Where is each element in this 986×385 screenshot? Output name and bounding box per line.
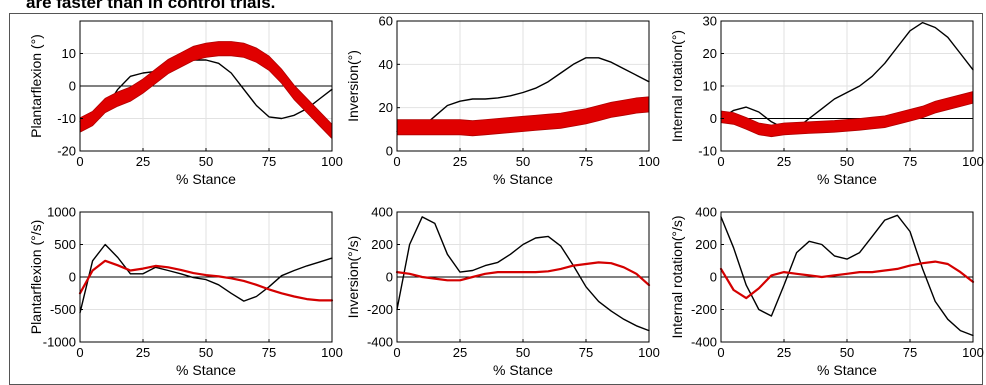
x-tick-label: 75 xyxy=(579,154,593,169)
y-axis-label: Inversion(°) xyxy=(345,50,361,122)
chart-panel-2: 0 25 50 75 100 0 20 40 60 % Stance Inversion(°) xyxy=(345,14,660,188)
figure-caption: are faster than in control trials. xyxy=(26,0,276,12)
x-tick-label: 50 xyxy=(840,154,854,169)
x-tick-label: 100 xyxy=(321,345,343,360)
x-tick-label: 25 xyxy=(777,154,791,169)
series-control-line xyxy=(79,243,333,314)
y-tick-label: 500 xyxy=(54,237,76,252)
chart-panel-6: 0 25 50 75 100 -400 -200 0 200 400 % Stance Interna… xyxy=(669,205,984,379)
y-tick-label: -1000 xyxy=(43,335,76,350)
chart-panel-1: 0 25 50 75 100 -20 -10 0 10 % Stance Plantarflexio… xyxy=(28,20,343,187)
y-tick-label: -10 xyxy=(57,111,76,126)
x-tick-label: 75 xyxy=(262,154,276,169)
y-tick-label: 0 xyxy=(69,79,76,94)
chart-panel-4: 0 25 50 75 100 -1000 -500 0 500 1000 % Stance Plant… xyxy=(28,205,343,379)
x-tick-label: 50 xyxy=(199,345,213,360)
y-tick-label: 20 xyxy=(379,100,393,115)
x-tick-label: 100 xyxy=(962,154,984,169)
series-control-line xyxy=(396,216,650,332)
y-axis-label: Plantarflexion (°) xyxy=(28,34,44,138)
x-axis-label: % Stance xyxy=(817,171,877,187)
x-axis-label: % Stance xyxy=(176,171,236,187)
y-tick-label: 60 xyxy=(379,14,393,29)
x-tick-label: 75 xyxy=(903,154,917,169)
y-tick-label: 20 xyxy=(703,46,717,61)
x-tick-label: 0 xyxy=(717,345,724,360)
y-tick-label: -400 xyxy=(367,335,393,350)
x-tick-label: 50 xyxy=(199,154,213,169)
x-tick-label: 100 xyxy=(962,345,984,360)
x-tick-label: 0 xyxy=(76,154,83,169)
x-tick-label: 75 xyxy=(579,345,593,360)
x-axis-label: % Stance xyxy=(493,362,553,378)
x-tick-label: 25 xyxy=(453,154,467,169)
y-axis-label: Internal rotation(°/s) xyxy=(669,215,685,338)
series-control-line xyxy=(396,57,650,133)
x-tick-label: 25 xyxy=(136,154,150,169)
x-axis-label: % Stance xyxy=(817,362,877,378)
x-tick-label: 0 xyxy=(393,345,400,360)
x-tick-label: 50 xyxy=(516,154,530,169)
x-tick-label: 75 xyxy=(262,345,276,360)
x-tick-label: 50 xyxy=(516,345,530,360)
x-tick-label: 25 xyxy=(453,345,467,360)
y-axis-label: Inversion(°/s) xyxy=(345,236,361,319)
x-tick-label: 0 xyxy=(717,154,724,169)
y-tick-label: 0 xyxy=(386,144,393,159)
y-tick-label: -200 xyxy=(691,302,717,317)
y-tick-label: -400 xyxy=(691,335,717,350)
y-tick-label: 200 xyxy=(695,237,717,252)
series-intervention-line xyxy=(719,260,975,300)
series-intervention-line xyxy=(78,259,334,302)
x-tick-label: 0 xyxy=(76,345,83,360)
x-axis-label: % Stance xyxy=(176,362,236,378)
x-tick-label: 25 xyxy=(777,345,791,360)
y-axis-label: Plantarflexion (°/s) xyxy=(28,220,44,335)
x-tick-label: 100 xyxy=(638,154,660,169)
series-control-line xyxy=(720,21,974,129)
x-tick-label: 75 xyxy=(903,345,917,360)
y-tick-label: 0 xyxy=(386,270,393,285)
x-tick-label: 25 xyxy=(136,345,150,360)
y-tick-label: 10 xyxy=(703,79,717,94)
y-tick-label: 0 xyxy=(710,111,717,126)
y-tick-label: 1000 xyxy=(47,205,76,220)
y-tick-label: -200 xyxy=(367,302,393,317)
y-tick-label: 0 xyxy=(710,270,717,285)
y-tick-label: 400 xyxy=(695,205,717,220)
series-control-line xyxy=(720,214,974,337)
x-tick-label: 0 xyxy=(393,154,400,169)
y-tick-label: 400 xyxy=(371,205,393,220)
y-tick-label: -10 xyxy=(698,144,717,159)
y-tick-label: 10 xyxy=(62,46,76,61)
x-axis-label: % Stance xyxy=(493,171,553,187)
y-tick-label: -500 xyxy=(50,302,76,317)
y-tick-label: -20 xyxy=(57,144,76,159)
y-tick-label: 40 xyxy=(379,57,393,72)
y-tick-label: 30 xyxy=(703,14,717,29)
chart-panel-5: 0 25 50 75 100 -400 -200 0 200 400 % Stance Inversi… xyxy=(345,205,660,379)
series-control-line xyxy=(79,59,333,123)
x-tick-label: 50 xyxy=(840,345,854,360)
x-tick-label: 100 xyxy=(321,154,343,169)
y-tick-label: 0 xyxy=(69,270,76,285)
x-tick-label: 100 xyxy=(638,345,660,360)
y-axis-label: Internal rotation(°) xyxy=(669,30,685,142)
series-intervention-line xyxy=(395,261,651,287)
y-tick-label: 200 xyxy=(371,237,393,252)
